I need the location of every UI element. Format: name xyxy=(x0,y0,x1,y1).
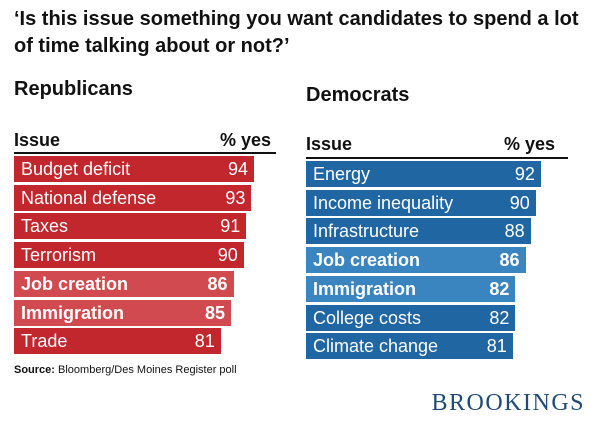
republicans-bar-immigration xyxy=(14,299,232,326)
democrats-bar-college-costs xyxy=(306,304,516,331)
democrats-bar-job-creation xyxy=(306,247,526,274)
democrats-value-climate-change: 81 xyxy=(486,336,507,357)
republicans-label-job-creation: Job creation xyxy=(21,273,129,294)
republicans-yes-header: % yes xyxy=(220,130,272,150)
republicans-bar-taxes xyxy=(14,213,247,240)
democrats-bar-energy xyxy=(306,161,541,187)
brookings-logo: BROOKINGS xyxy=(431,390,585,416)
democrats-yes-header: % yes xyxy=(504,134,556,154)
republicans-value-national-defense: 93 xyxy=(225,187,246,208)
republicans-label-terrorism: Terrorism xyxy=(21,245,96,266)
republicans-bar-trade xyxy=(14,328,221,355)
source-label: Source: xyxy=(14,364,55,376)
democrats-bar-immigration xyxy=(306,275,516,302)
republicans-bar-budget-deficit xyxy=(14,156,254,182)
chart-title: ‘Is this issue something you want candid… xyxy=(14,8,579,57)
republicans-label-taxes: Taxes xyxy=(21,216,69,237)
democrats-label-infrastructure: Infrastructure xyxy=(313,221,420,242)
democrats-bar-infrastructure xyxy=(306,218,531,245)
democrats-value-infrastructure: 88 xyxy=(504,221,525,242)
democrats-label-college-costs: College costs xyxy=(313,307,422,328)
democrats-header-rule xyxy=(306,157,568,159)
republicans-label-immigration: Immigration xyxy=(21,302,125,323)
republicans-value-terrorism: 90 xyxy=(217,245,238,266)
republicans-value-job-creation: 86 xyxy=(207,273,228,294)
democrats-value-college-costs: 82 xyxy=(489,307,510,328)
republicans-label-national-defense: National defense xyxy=(21,187,157,208)
source-note: Source: Bloomberg/Des Moines Register po… xyxy=(14,364,237,376)
democrats-value-energy: 92 xyxy=(514,164,535,184)
democrats-panel-title: Democrats xyxy=(306,84,410,106)
democrats-bar-income-inequality xyxy=(306,189,536,216)
republicans-issue-header: Issue xyxy=(14,130,61,150)
democrats-bar-climate-change xyxy=(306,333,513,360)
republicans-bar-job-creation xyxy=(14,270,234,297)
republicans-value-immigration: 85 xyxy=(204,302,226,323)
democrats-label-immigration: Immigration xyxy=(313,278,417,299)
democrats-label-income-inequality: Income inequality xyxy=(313,192,454,213)
republicans-value-budget-deficit: 94 xyxy=(227,159,248,179)
democrats-value-job-creation: 86 xyxy=(499,250,520,271)
republicans-label-trade: Trade xyxy=(21,331,68,352)
source-text: Bloomberg/Des Moines Register poll xyxy=(58,364,237,376)
democrats-label-energy: Energy xyxy=(313,164,371,184)
republicans-value-taxes: 91 xyxy=(220,216,241,237)
democrats-label-climate-change: Climate change xyxy=(313,336,439,357)
republicans-bar-national-defense xyxy=(14,184,252,211)
republicans-value-trade: 81 xyxy=(194,331,215,352)
democrats-issue-header: Issue xyxy=(306,134,353,154)
democrats-label-job-creation: Job creation xyxy=(313,250,421,271)
democrats-value-immigration: 82 xyxy=(489,278,510,299)
republicans-bar-terrorism xyxy=(14,242,244,269)
republicans-panel-title: Republicans xyxy=(14,78,133,100)
democrats-value-income-inequality: 90 xyxy=(509,192,530,213)
republicans-header-rule xyxy=(14,152,276,154)
republicans-label-budget-deficit: Budget deficit xyxy=(21,159,131,179)
